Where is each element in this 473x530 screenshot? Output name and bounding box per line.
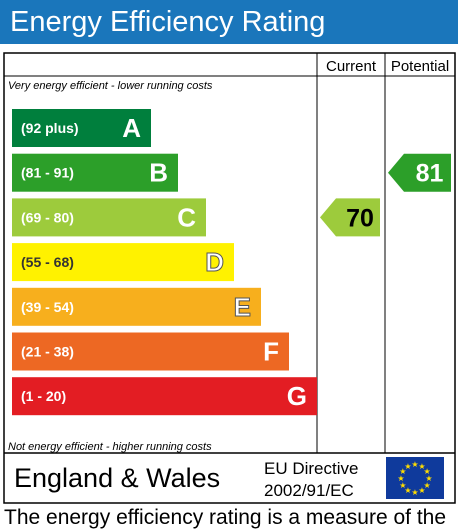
rating-arrows: 70 81 xyxy=(320,153,451,237)
eu-star-icon: ★ xyxy=(397,474,404,483)
directive-line-2: 2002/91/EC xyxy=(264,481,354,500)
band-a xyxy=(12,109,151,147)
band-f-range: (21 - 38) xyxy=(21,344,74,360)
eu-star-icon: ★ xyxy=(399,467,406,476)
potential-column-header: Potential xyxy=(391,58,449,75)
eu-star-icon: ★ xyxy=(424,467,431,476)
band-e xyxy=(12,287,261,326)
band-c xyxy=(12,198,206,237)
eu-star-icon: ★ xyxy=(418,486,425,495)
band-c-range: (69 - 80) xyxy=(21,209,74,225)
band-g-letter: G xyxy=(287,381,307,411)
eu-star-icon: ★ xyxy=(399,481,406,490)
epc-chart: Current Potential Very energy efficient … xyxy=(3,52,456,504)
band-g-range: (1 - 20) xyxy=(21,388,66,404)
page-title: Energy Efficiency Rating xyxy=(0,0,458,44)
eu-stars-icon: ★★★★★★★★★ ★ ★★ xyxy=(397,460,432,497)
footer-country: England & Wales xyxy=(14,463,221,493)
current-rating-value: 70 xyxy=(346,204,374,232)
eu-flag-icon xyxy=(386,457,444,499)
potential-arrow xyxy=(388,153,451,192)
band-b xyxy=(12,153,178,192)
eu-star-icon: ★ xyxy=(404,462,411,471)
band-e-letter: E xyxy=(234,292,251,322)
band-d-letter: D xyxy=(205,247,224,277)
band-e-range: (39 - 54) xyxy=(21,299,74,315)
not-efficient-note: Not energy efficient - higher running co… xyxy=(8,441,212,453)
eu-star-icon: ★ xyxy=(424,481,431,490)
eu-star-icon: ★ xyxy=(411,488,418,497)
rating-bands: (92 plus) A (81 - 91) B (69 - 80) C (55 - 68) D… xyxy=(12,109,317,416)
band-b-letter: B xyxy=(149,158,168,188)
bottom-caption: The energy efficiency rating is a measur… xyxy=(4,506,447,529)
directive-line-1: EU Directive xyxy=(264,459,359,478)
band-a-range: (92 plus) xyxy=(21,120,79,136)
band-b-range: (81 - 91) xyxy=(21,165,74,181)
eu-star-icon: ★ xyxy=(404,486,411,495)
current-arrow xyxy=(320,198,380,237)
eu-star-icon: ★ xyxy=(425,474,432,483)
band-f xyxy=(12,332,289,371)
band-f-letter: F xyxy=(263,337,279,367)
chart-frame xyxy=(3,52,456,504)
footer-directive: EU Directive 2002/91/EC xyxy=(264,458,358,502)
very-efficient-note: Very energy efficient - lower running co… xyxy=(8,80,213,92)
potential-rating-value: 81 xyxy=(416,160,444,188)
eu-star-icon: ★ xyxy=(418,462,425,471)
band-g xyxy=(12,377,317,416)
band-d xyxy=(12,243,234,282)
eu-star-icon: ★ xyxy=(411,460,418,469)
current-column-header: Current xyxy=(326,58,377,75)
band-c-letter: C xyxy=(177,202,196,232)
band-d-range: (55 - 68) xyxy=(21,254,74,270)
band-a-letter: A xyxy=(122,113,141,143)
